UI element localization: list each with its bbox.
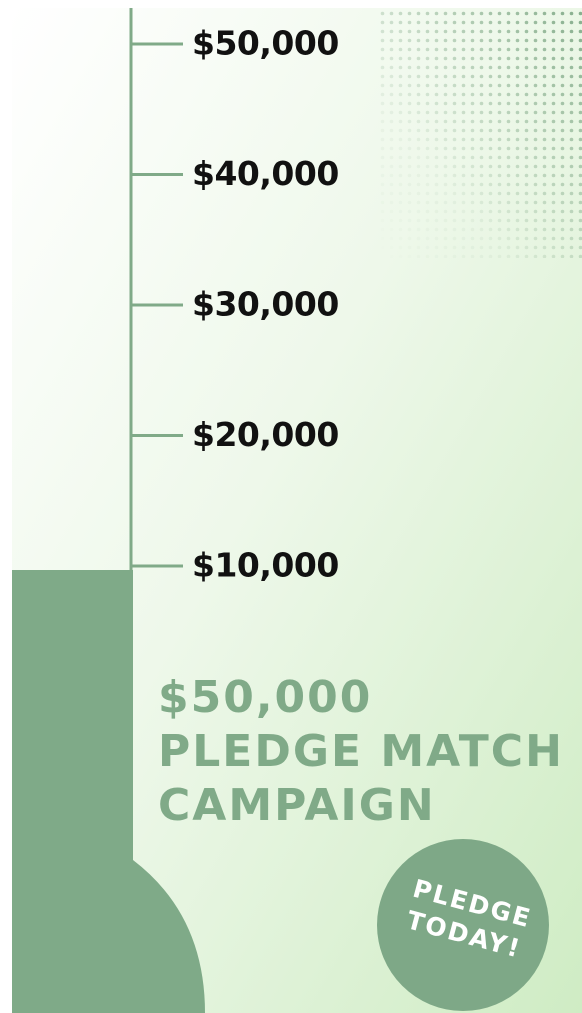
tick-label: $10,000	[192, 546, 339, 585]
dot-pattern	[380, 8, 582, 258]
tick-label: $50,000	[192, 24, 339, 63]
title-line: PLEDGE MATCH	[158, 726, 564, 777]
title-line: $50,000	[158, 672, 372, 723]
ticks: $50,000 $40,000 $30,000 $20,000 $10,000	[131, 24, 339, 585]
button-circle[interactable]	[377, 839, 549, 1011]
tick-label: $20,000	[192, 415, 339, 454]
thermometer-fill	[12, 570, 205, 1013]
tick-label: $40,000	[192, 154, 339, 193]
title-line: CAMPAIGN	[158, 780, 436, 831]
tick-label: $30,000	[192, 285, 339, 324]
